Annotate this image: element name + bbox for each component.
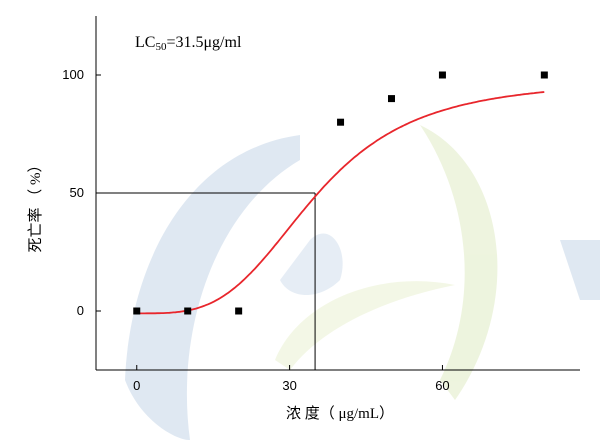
data-point-2 [235, 307, 243, 315]
x-tick-label-30: 30 [282, 378, 296, 393]
data-point-6 [540, 71, 548, 79]
y-axis-ticks: 0 50 100 [62, 67, 101, 318]
lc50-reference-lines [96, 192, 316, 370]
annotation-subscript: 50 [155, 41, 167, 53]
lc50-annotation: LC50=31.5μg/ml [135, 34, 242, 53]
annotation-prefix: LC [135, 34, 155, 51]
data-point-1 [184, 307, 192, 315]
fit-curve [136, 91, 545, 315]
x-tick-label-0: 0 [133, 378, 140, 393]
data-point-0 [133, 307, 141, 315]
data-point-3 [337, 118, 345, 126]
data-points [133, 71, 548, 315]
x-tick-label-60: 60 [435, 378, 449, 393]
data-point-5 [438, 71, 446, 79]
y-tick-label-100: 100 [62, 67, 84, 82]
y-tick-label-50: 50 [70, 185, 84, 200]
y-axis-title: 死亡率 （ %） [27, 158, 44, 253]
background-watermark [125, 125, 600, 440]
x-axis-title: 浓 度（ μg/mL） [286, 405, 394, 422]
y-tick-label-0: 0 [77, 303, 84, 318]
data-point-4 [387, 95, 395, 103]
x-axis-ticks: 0 30 60 [133, 365, 450, 393]
annotation-suffix: =31.5μg/ml [166, 34, 241, 51]
